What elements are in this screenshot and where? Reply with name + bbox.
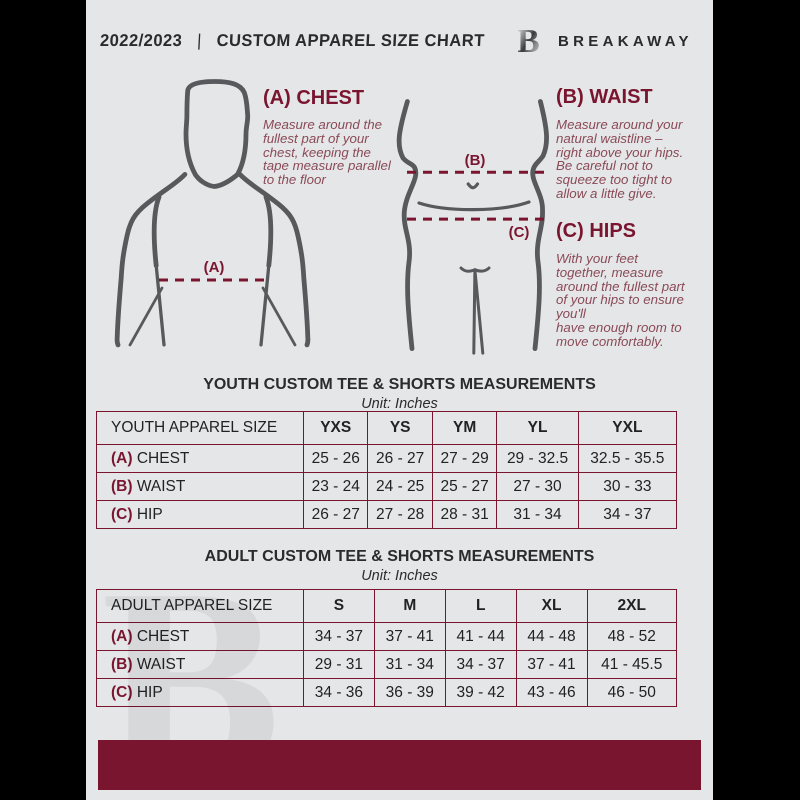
- svg-text:(B): (B): [465, 152, 486, 169]
- svg-text:(C): (C): [509, 224, 530, 241]
